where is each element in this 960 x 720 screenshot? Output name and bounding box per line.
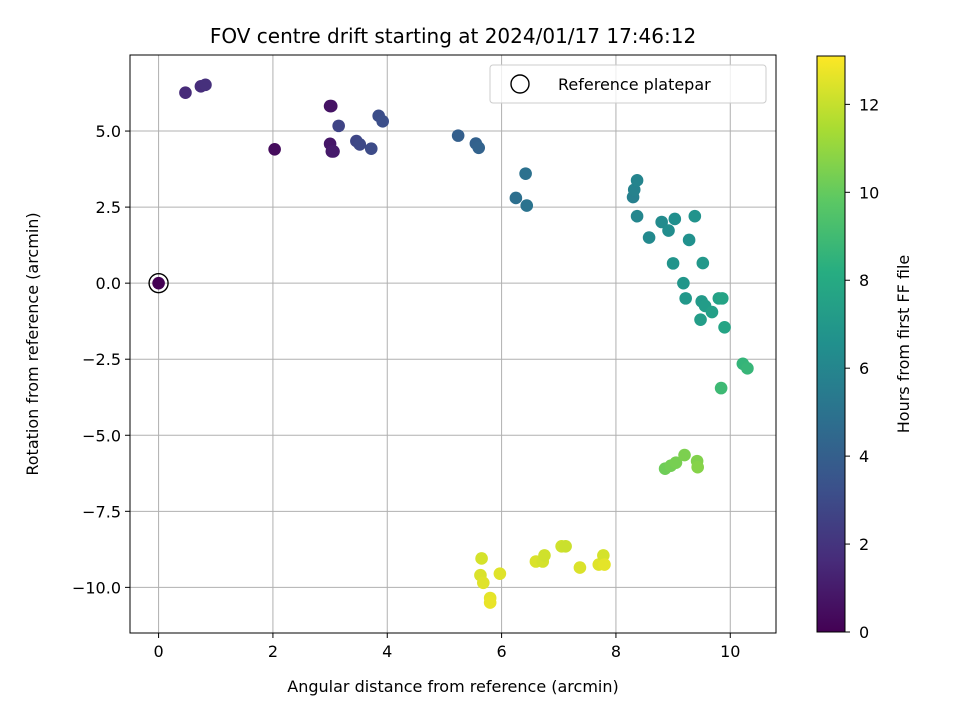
data-point [451,129,465,142]
colorbar-tick-label: 10 [859,183,879,202]
y-axis-ticks: 5.0 2.5 0.0 −2.5 −5.0 −7.5 −10.0 [72,122,130,597]
data-point [668,212,682,226]
data-point [573,561,587,574]
data-point [559,540,572,553]
reference-platepar-marker [148,272,169,294]
colorbar-tick-label: 6 [859,359,869,378]
legend: Reference platepar [489,64,767,104]
data-point [179,86,192,100]
y-axis-label: Rotation from reference (arcmin) [23,212,42,475]
colorbar-tick-label: 12 [859,95,879,114]
x-axis-ticks: 0 2 4 6 8 10 [153,633,740,661]
data-point [630,209,644,223]
data-point [696,256,710,270]
chart-title: FOV centre drift starting at 2024/01/17 … [210,24,696,48]
y-tick-label: 5.0 [96,122,121,141]
data-point [679,292,692,305]
data-point [677,276,690,290]
data-point [353,138,367,151]
data-point [152,276,165,290]
data-point [538,549,551,562]
x-tick-label: 2 [268,642,278,661]
data-point [678,448,691,462]
data-point [666,257,680,270]
y-tick-label: 2.5 [96,198,121,217]
legend-box [489,64,767,104]
legend-reference-marker [510,74,530,94]
data-point [475,552,488,565]
colorbar-tick-label: 0 [859,623,869,642]
plot-area-frame [129,54,777,634]
colorbar-label: Hours from first FF file [894,255,913,434]
data-points [148,78,754,609]
colorbar-tick-label: 2 [859,535,869,554]
x-tick-label: 6 [496,642,506,661]
x-tick-label: 8 [611,642,621,661]
data-point [691,460,704,474]
data-point [327,145,340,158]
data-point [642,231,656,244]
data-point [662,224,675,237]
data-point [324,99,338,113]
data-point [741,362,754,375]
x-tick-label: 4 [382,642,392,661]
data-point [493,567,507,580]
data-point [688,209,702,223]
data-point [332,119,345,133]
data-point [376,115,389,128]
x-axis-label: Angular distance from reference (arcmin) [287,677,618,696]
grid [130,55,776,633]
y-tick-label: −2.5 [82,350,121,369]
colorbar-ticks: 0 2 4 6 8 10 12 [845,95,879,642]
data-point [694,313,707,326]
data-point [364,142,378,155]
data-point [655,215,668,229]
colorbar-tick-label: 4 [859,447,869,466]
data-point [598,558,611,571]
data-point [669,456,683,469]
y-tick-label: −7.5 [82,502,121,521]
data-point [509,191,523,205]
data-point [718,320,731,334]
colorbar-tick-label: 8 [859,271,869,290]
colorbar: 0 2 4 6 8 10 12 Hours from first FF file [816,55,913,642]
data-point [714,381,728,395]
data-point [520,199,534,212]
data-point [705,305,719,319]
y-tick-label: −5.0 [82,426,121,445]
x-tick-label: 10 [720,642,740,661]
data-point [472,141,486,155]
y-tick-label: 0.0 [96,274,121,293]
data-point [682,233,696,247]
legend-entry-reference: Reference platepar [558,75,711,94]
data-point [476,576,490,590]
data-point [268,143,281,156]
data-point [597,549,610,562]
x-tick-label: 0 [153,642,163,661]
data-point [519,167,532,180]
colorbar-gradient [816,55,846,633]
data-point [715,292,729,305]
data-point [630,174,644,187]
y-tick-label: −10.0 [72,578,121,597]
data-point [199,78,212,92]
data-point [483,596,497,609]
